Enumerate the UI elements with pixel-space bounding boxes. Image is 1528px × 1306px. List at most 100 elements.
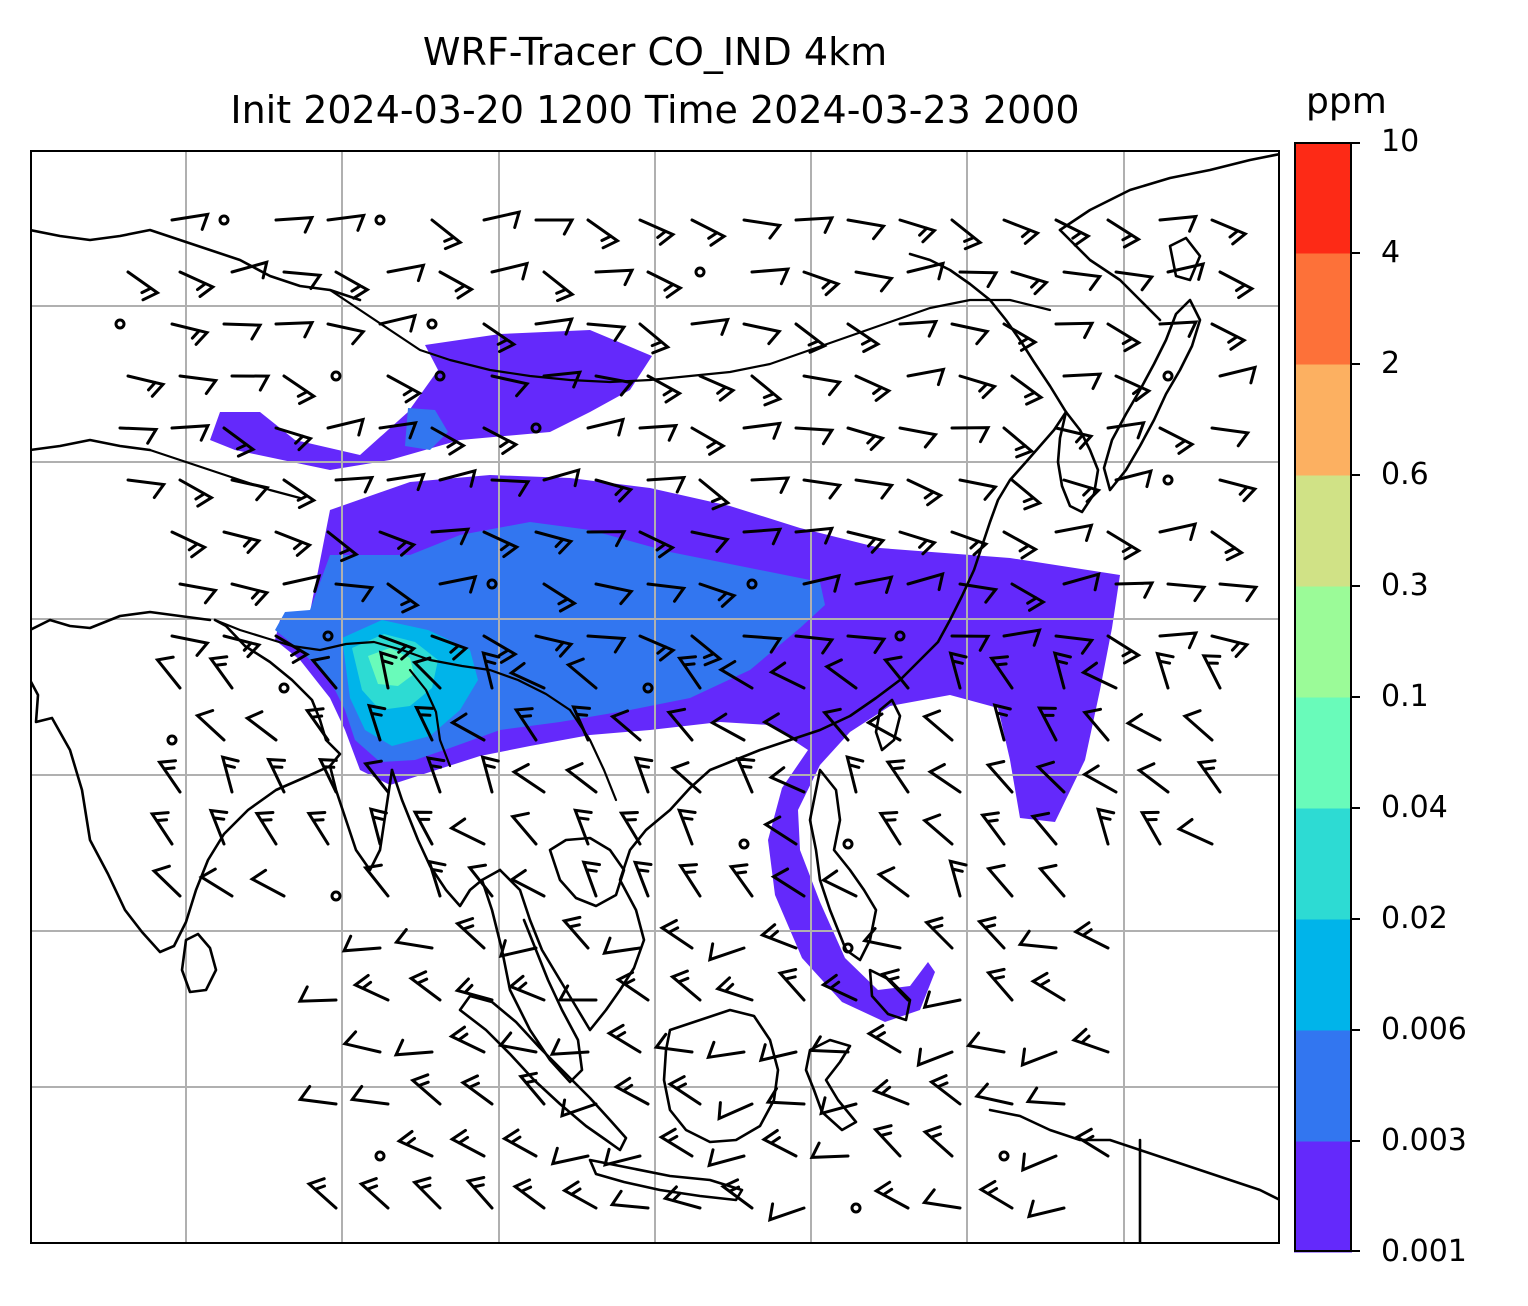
wind-barb — [720, 1178, 754, 1210]
wind-barb — [1210, 634, 1250, 658]
wind-barb — [430, 426, 467, 456]
wind-barb — [615, 970, 650, 1002]
wind-barb — [244, 710, 278, 742]
wind-barb — [561, 1180, 598, 1210]
wind-barb — [603, 1147, 642, 1167]
wind-barb — [707, 1148, 746, 1168]
wind-barb — [906, 571, 945, 592]
wind-barb — [922, 990, 962, 1010]
wind-barb — [728, 863, 754, 898]
wind-barb — [149, 811, 174, 846]
wind-barb — [341, 934, 382, 953]
wind-barb — [282, 270, 323, 290]
wind-barb — [921, 813, 954, 846]
wind-barb — [854, 478, 895, 500]
wind-barb — [466, 863, 494, 898]
wind-barb — [958, 374, 998, 400]
wind-barb — [742, 322, 782, 346]
wind-barb — [581, 860, 601, 898]
country-borders — [148, 288, 1052, 802]
wind-barb — [1054, 426, 1094, 450]
wind-barb — [794, 216, 835, 234]
wind-barb — [632, 860, 653, 898]
wind-barb — [698, 374, 736, 402]
wind-barb — [427, 859, 447, 898]
wind-barb — [928, 1074, 962, 1106]
wind-barb — [985, 863, 1014, 898]
wind-barb — [438, 270, 475, 300]
wind-barb — [667, 1075, 702, 1106]
wind-barb — [561, 915, 590, 950]
wind-barb — [638, 322, 671, 355]
wind-barb — [557, 984, 598, 1002]
wind-barb — [1210, 218, 1249, 246]
wind-barb — [1062, 478, 1102, 504]
wind-calm-circle — [374, 214, 386, 226]
wind-barb — [1210, 530, 1245, 562]
wind-barb — [906, 478, 944, 507]
wind-barb — [717, 1101, 754, 1121]
wind-barb — [230, 478, 271, 502]
wind-barb — [430, 634, 469, 661]
wind-barb — [676, 655, 702, 690]
wind-barb — [1139, 810, 1162, 846]
wind-barb — [922, 1125, 954, 1158]
wind-barb — [794, 526, 835, 545]
wind-barb — [1158, 426, 1196, 455]
wind-barb — [979, 811, 1006, 846]
wind-barb — [378, 634, 417, 661]
wind-barb — [854, 575, 894, 594]
wind-calm-circle — [322, 630, 334, 642]
wind-barb — [1054, 523, 1094, 542]
wind-barb — [821, 707, 850, 742]
wind-barb — [482, 210, 522, 229]
wind-barb — [820, 973, 858, 1002]
wind-barb — [1002, 628, 1042, 647]
wind-barb — [985, 760, 1014, 794]
wind-barb — [126, 374, 166, 398]
wind-barb — [1210, 426, 1251, 448]
wind-barb — [378, 650, 398, 690]
wind-barb — [1010, 478, 1043, 511]
colorbar-segment — [1294, 1030, 1352, 1142]
wind-barb — [976, 916, 1006, 950]
wind-barb — [985, 967, 1014, 1002]
wind-barb — [178, 582, 219, 605]
wind-barb — [1054, 218, 1092, 247]
wind-barb — [342, 1030, 382, 1054]
wind-barb — [518, 1071, 546, 1106]
wind-barbs — [114, 210, 1259, 1222]
colorbar-tick-label: 0.04 — [1381, 790, 1448, 825]
wind-barb — [958, 478, 999, 501]
wind-barb — [658, 1127, 694, 1158]
wind-barb — [872, 1124, 902, 1158]
wind-barb — [378, 530, 417, 557]
wind-barb — [509, 869, 546, 898]
wind-barb — [412, 810, 434, 846]
wind-barb — [430, 218, 464, 251]
wind-calm-circle — [426, 318, 438, 330]
wind-barb — [230, 374, 271, 392]
wind-barb — [950, 530, 989, 557]
wind-barb — [762, 815, 798, 846]
wind-barb — [501, 1128, 538, 1158]
wind-barb — [714, 976, 754, 1002]
colorbar-tick-label: 0.02 — [1381, 901, 1448, 936]
wind-barb — [846, 322, 881, 353]
wind-barb — [151, 864, 182, 898]
wind-barb — [823, 658, 858, 690]
wind-barb — [534, 317, 574, 336]
wind-barb — [511, 763, 546, 794]
wind-barb — [282, 478, 317, 510]
wind-barb — [916, 1047, 954, 1068]
wind-barb — [878, 811, 902, 846]
wind-barb — [948, 651, 968, 690]
wind-barb — [709, 712, 746, 742]
wind-barb — [352, 973, 390, 1002]
wind-barb — [230, 582, 270, 606]
wind-calm-circle — [1162, 474, 1174, 486]
wind-barb — [448, 817, 486, 846]
wind-barb — [750, 267, 791, 286]
wind-barb — [126, 478, 167, 499]
wind-barb — [282, 374, 317, 405]
